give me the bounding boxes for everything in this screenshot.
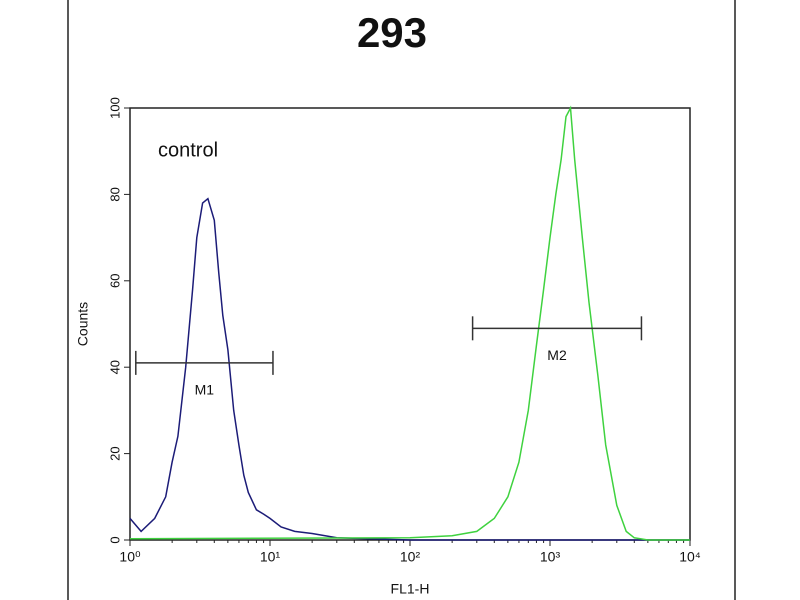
x-tick-label: 10² [400,549,421,565]
marker-label: M2 [547,347,567,363]
x-tick-label: 10¹ [260,549,281,565]
chart-title: 293 [357,9,427,56]
y-tick-label: 100 [107,97,122,119]
histogram-line [129,197,690,541]
y-axis-label: Counts [75,302,91,346]
y-tick-label: 20 [107,446,122,460]
y-tick-label: 80 [107,187,122,201]
x-tick-label: 10⁴ [679,549,701,565]
x-axis-label: FL1-H [391,581,430,597]
y-tick-label: 60 [107,274,122,288]
annotation: control [158,139,218,161]
histogram-line [129,105,690,541]
marker-label: M1 [195,382,215,398]
y-tick-label: 40 [107,360,122,374]
plot-area [129,107,691,541]
x-tick-label: 10⁰ [119,549,141,565]
x-tick-label: 10³ [540,549,561,565]
y-tick-label: 0 [107,536,122,543]
